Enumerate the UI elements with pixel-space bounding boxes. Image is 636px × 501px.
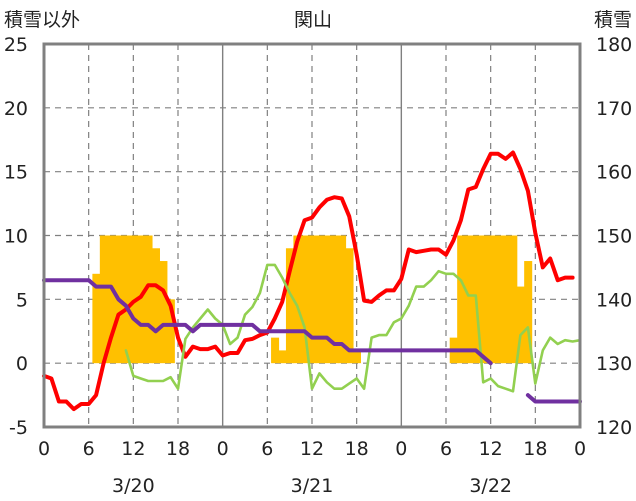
bar [144,235,153,364]
left-y-tick-label: 5 [16,289,28,311]
x-tick-label: 12 [479,438,503,460]
bar [285,248,294,364]
bar [278,350,287,364]
left-y-tick-label: 20 [4,98,28,120]
right-y-tick-label: 120 [596,417,632,439]
right-y-tick-label: 130 [596,353,632,375]
green-series-line [124,263,582,393]
left-y-tick-label: 25 [4,34,28,56]
bar [338,235,347,364]
x-tick-label: 12 [121,438,145,460]
right-y-tick-label: 150 [596,226,632,248]
red-series-line [42,150,575,412]
right-y-tick-label: 160 [596,162,632,184]
bar [92,273,101,364]
bar [107,235,116,364]
x-tick-label: 0 [38,438,50,460]
right-y-tick-label: 180 [596,34,632,56]
right-y-tick-label: 140 [596,289,632,311]
bar [464,235,473,364]
bar [345,248,354,364]
x-tick-label: 6 [261,438,273,460]
bar [330,235,339,364]
bar [137,235,146,364]
left-y-tick-label: 15 [4,162,28,184]
bar [509,235,518,364]
left-axis-label: 積雪以外 [4,9,80,31]
right-axis-label: 積雪 [594,9,632,31]
right-y-tick-label: 170 [596,98,632,120]
bar [494,235,503,364]
bar [293,235,302,364]
bar [486,235,495,364]
bar [323,235,332,364]
x-tick-label: 12 [300,438,324,460]
bar [352,350,361,364]
bar [99,235,108,364]
x-tick-label: 0 [395,438,407,460]
bar [524,261,533,364]
date-label: 3/22 [469,475,512,497]
chart-title: 関山 [294,9,332,31]
bar [308,235,317,364]
left-y-tick-label: 10 [4,226,28,248]
x-tick-label: 18 [166,438,190,460]
x-tick-label: 6 [83,438,95,460]
date-label: 3/20 [112,475,155,497]
bar [151,248,160,364]
purple-series-line [42,278,582,404]
bar [159,261,168,364]
bar [501,235,510,364]
bar [166,299,175,364]
left-y-tick-label: 0 [16,353,28,375]
bar [516,286,525,364]
x-tick-label: 0 [574,438,586,460]
bar [457,235,466,364]
x-tick-label: 18 [345,438,369,460]
bar [122,235,131,364]
bar [479,235,488,364]
left-y-tick-label: -5 [9,417,28,439]
bar [271,337,280,364]
date-label: 3/21 [291,475,334,497]
x-tick-label: 18 [523,438,547,460]
bar [300,235,309,364]
x-tick-label: 0 [217,438,229,460]
plot-frame [42,42,582,429]
bar [315,235,324,364]
x-tick-label: 6 [440,438,452,460]
